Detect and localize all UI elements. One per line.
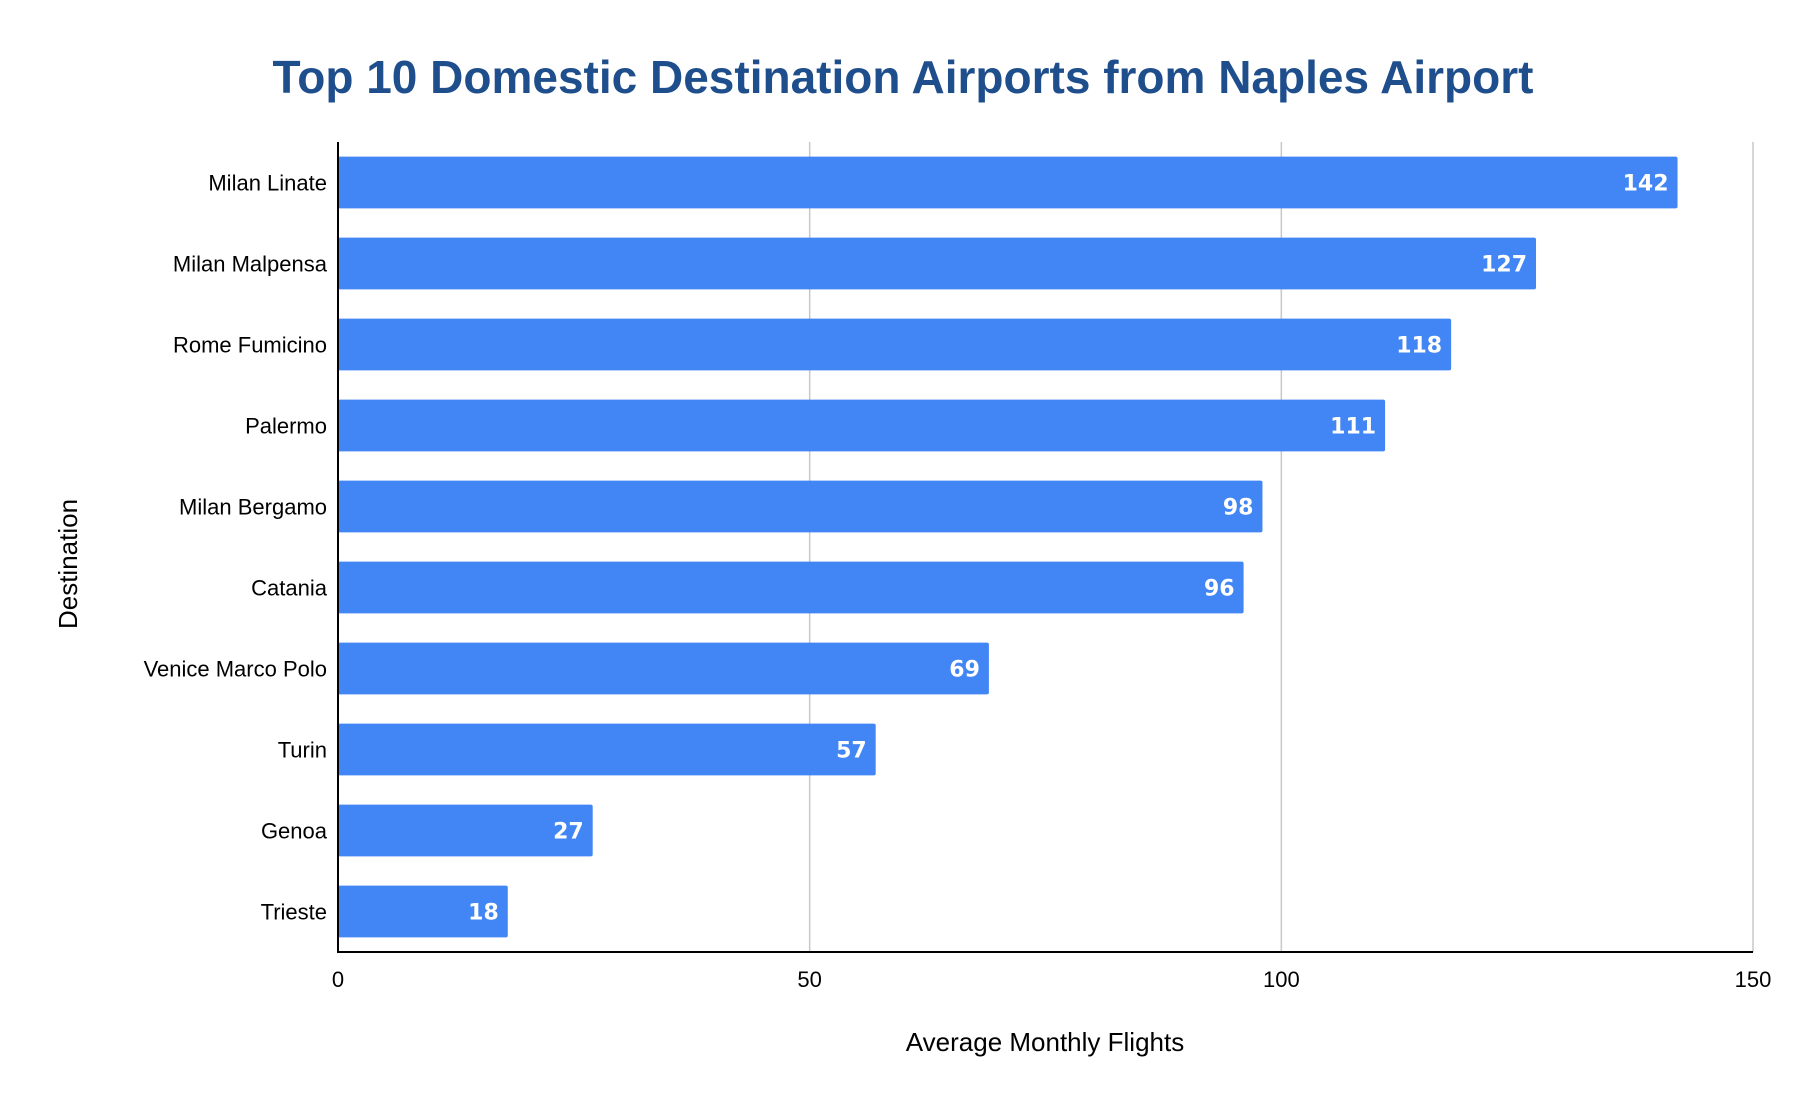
bar-value-label: 111 (1330, 415, 1376, 440)
x-tick-label: 50 (797, 967, 821, 992)
bar (338, 480, 1263, 533)
y-tick-label: Milan Linate (208, 171, 327, 196)
bar-value-label: 98 (1223, 496, 1254, 521)
y-tick-label: Palermo (245, 414, 327, 439)
bar-value-label: 69 (949, 658, 980, 683)
x-tick-label: 100 (1263, 967, 1300, 992)
y-axis-label: Destination (53, 499, 83, 629)
bar (338, 885, 508, 938)
y-tick-label: Catania (251, 576, 328, 601)
axes (337, 142, 1753, 953)
y-tick-label: Milan Malpensa (173, 252, 328, 277)
bar (338, 318, 1452, 371)
bars: 142 127 118 111 98 96 69 57 27 18 (338, 156, 1678, 938)
bar-value-label: 96 (1204, 577, 1235, 602)
bar-value-label: 18 (468, 901, 499, 926)
y-tick-label: Milan Bergamo (179, 495, 327, 520)
bar-value-label: 118 (1396, 334, 1442, 359)
x-tick-labels: 0 50 100 150 (332, 967, 1771, 992)
bar-value-label: 142 (1623, 172, 1669, 197)
y-tick-label: Turin (278, 738, 327, 763)
bar (338, 399, 1386, 452)
x-axis-label: Average Monthly Flights (906, 1027, 1184, 1057)
bar (338, 237, 1537, 290)
bar (338, 642, 989, 695)
bar (338, 723, 876, 776)
bar-value-label: 127 (1481, 253, 1527, 278)
x-tick-label: 0 (332, 967, 344, 992)
y-tick-labels: Milan Linate Milan Malpensa Rome Fumicino P… (144, 171, 328, 925)
y-tick-label: Genoa (261, 819, 328, 844)
bar (338, 561, 1244, 614)
bar (338, 156, 1678, 209)
bar-value-label: 57 (836, 739, 867, 764)
bar (338, 804, 593, 857)
y-tick-label: Venice Marco Polo (144, 657, 327, 682)
y-tick-label: Rome Fumicino (173, 333, 327, 358)
y-tick-label: Trieste (261, 900, 327, 925)
chart-title: Top 10 Domestic Destination Airports fro… (273, 51, 1534, 103)
x-tick-label: 150 (1735, 967, 1772, 992)
bar-value-label: 27 (553, 820, 584, 845)
